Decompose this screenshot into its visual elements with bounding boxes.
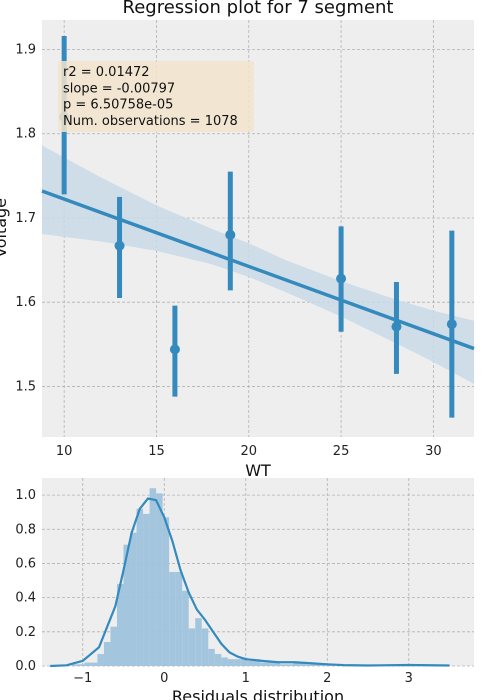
histogram-bar (84, 662, 91, 666)
histogram-bar (110, 626, 117, 666)
histogram-bar (175, 572, 183, 666)
x-tick-label: 0 (160, 671, 168, 686)
histogram-bar (306, 664, 313, 666)
annotation-n: Num. observations = 1078 (63, 114, 238, 129)
y-tick-label: 0.8 (15, 522, 36, 537)
data-point (446, 319, 457, 330)
histogram-bar (143, 513, 150, 666)
regression-fit-line (41, 189, 475, 351)
residuals-x-axis-label: Residuals distribution (172, 687, 344, 700)
histogram-bar (221, 657, 228, 666)
histogram-bar (90, 662, 98, 666)
x-tick-label: 2 (323, 671, 331, 686)
histogram-bar (234, 659, 241, 666)
histogram-bar (71, 664, 78, 666)
y-tick-label: 1.6 (15, 295, 36, 310)
y-tick-label: 1.8 (15, 127, 36, 142)
histogram-bar (136, 508, 144, 666)
y-tick-label: 1.7 (15, 211, 36, 226)
y-axis-label: Voltage (0, 198, 10, 258)
x-tick-label: 3 (405, 671, 413, 686)
y-tick-label: 0.0 (15, 659, 36, 674)
x-tick-label: 1 (242, 671, 250, 686)
x-tick-label: 20 (240, 444, 257, 459)
histogram-bar (247, 660, 254, 666)
histogram-bar (253, 659, 261, 666)
y-tick-label: 0.4 (15, 591, 36, 606)
y-tick-label: 1.9 (15, 42, 36, 57)
histogram-bar (156, 493, 163, 666)
histogram-bar (280, 664, 287, 666)
x-tick-label: 25 (333, 444, 350, 459)
kde-curve (50, 497, 450, 668)
y-tick-label: 0.6 (15, 556, 36, 571)
histogram-bar (130, 532, 137, 666)
stats-annotation: r2 = 0.01472 slope = -0.00797 p = 6.5075… (58, 61, 254, 132)
x-tick-label: −1 (73, 671, 92, 686)
histogram-bar (123, 544, 131, 666)
regression-grid (42, 20, 474, 437)
histogram-bar (201, 628, 209, 666)
histogram-bar (266, 660, 274, 666)
x-axis-label: WT (245, 461, 271, 480)
histogram-bar (227, 659, 235, 666)
histogram-bars (71, 488, 408, 666)
histogram-bar (286, 664, 294, 666)
kde-line (50, 497, 450, 668)
histogram-bar (162, 517, 170, 666)
data-point (114, 240, 125, 251)
histogram-bar (103, 642, 111, 666)
y-tick-label: 1.0 (15, 488, 36, 503)
confidence-band (42, 145, 474, 384)
histogram-bar (299, 662, 307, 666)
data-point (391, 321, 402, 332)
residuals-ticks: −1 0 1 2 3 0.0 0.2 0.4 0.6 0.8 1.0 (15, 488, 413, 686)
histogram-bar (149, 488, 157, 666)
histogram-bar (293, 662, 300, 666)
x-tick-label: 30 (425, 444, 442, 459)
data-point (336, 273, 347, 284)
histogram-bar (116, 583, 124, 666)
regression-line (41, 189, 475, 351)
histogram-bar (214, 654, 222, 666)
annotation-p: p = 6.50758e-05 (63, 98, 173, 113)
histogram-bar (260, 662, 267, 666)
histogram-bar (195, 618, 202, 666)
histogram-bar (273, 662, 281, 666)
histogram-bar (169, 572, 176, 666)
y-tick-label: 0.2 (15, 625, 36, 640)
confidence-band-area (42, 145, 474, 384)
residuals-chart: −1 0 1 2 3 0.0 0.2 0.4 0.6 0.8 1.0 Residuals distr… (15, 478, 474, 700)
histogram-bar (312, 664, 320, 666)
chart-title: Regression plot for 7 segment (123, 0, 394, 18)
regression-ticks: 10 15 20 25 30 1.5 1.6 1.7 1.8 1.9 (15, 42, 441, 459)
histogram-bar (97, 654, 104, 666)
data-point (225, 229, 236, 240)
regression-chart: 10 15 20 25 30 1.5 1.6 1.7 1.8 1.9 r2 = 0.01472 s… (0, 0, 475, 480)
histogram-bar (208, 648, 215, 666)
histogram-bar (182, 590, 189, 666)
data-point (169, 344, 180, 355)
x-tick-label: 15 (148, 444, 165, 459)
histogram-bar (240, 657, 248, 666)
annotation-r2: r2 = 0.01472 (63, 65, 150, 80)
residuals-plot-area (42, 478, 474, 666)
stats-annotation-box (58, 61, 254, 132)
histogram-bar (77, 664, 85, 666)
y-tick-label: 1.5 (15, 379, 36, 394)
histogram-bar (319, 664, 326, 666)
histogram-bar (188, 628, 196, 666)
x-tick-label: 10 (56, 444, 73, 459)
annotation-slope: slope = -0.00797 (63, 81, 175, 96)
